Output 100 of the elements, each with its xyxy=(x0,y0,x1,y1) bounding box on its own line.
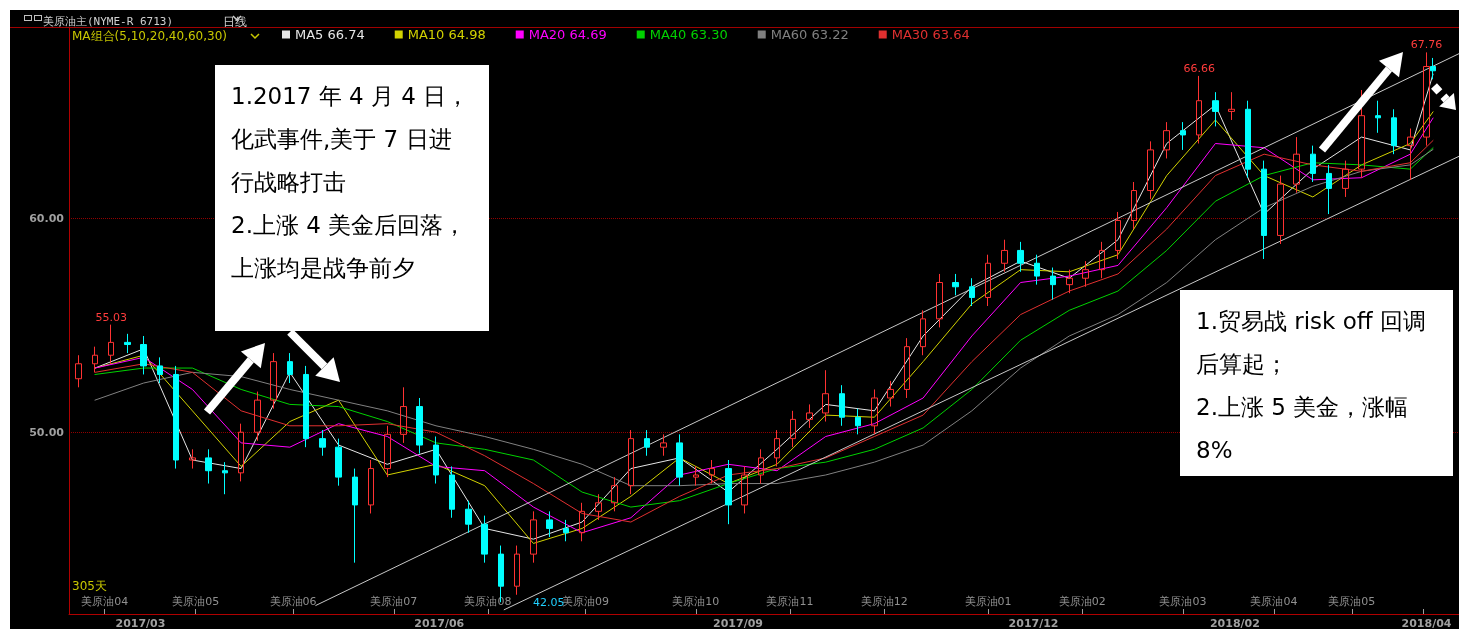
candlestick xyxy=(936,273,943,328)
x-tick-label: 2017/06 xyxy=(414,617,465,629)
candlestick xyxy=(790,410,796,448)
x2-tick-label: 美原油11 xyxy=(766,595,814,608)
candlestick xyxy=(693,465,699,487)
candlestick xyxy=(368,459,374,514)
candlestick xyxy=(287,352,293,384)
legend-label: MA30 63.64 xyxy=(891,27,970,42)
x2-tick-label: 美原油10 xyxy=(672,595,720,608)
candlestick xyxy=(124,333,131,354)
annotation: MA组合(5,10,20,40,60,30) xyxy=(72,28,227,45)
candlestick xyxy=(774,429,780,467)
candlestick xyxy=(319,429,326,457)
candlestick xyxy=(108,324,114,365)
legend-label: MA10 64.98 xyxy=(407,27,486,42)
candlestick xyxy=(904,337,910,399)
chart-subtitle: 日线 xyxy=(223,15,247,29)
legend-label: MA20 64.69 xyxy=(528,27,607,42)
candlestick xyxy=(173,365,179,470)
x-tick-label: 2017/03 xyxy=(115,617,166,629)
candlestick xyxy=(238,423,244,482)
candlestick xyxy=(1310,145,1316,183)
x-tick-label: 2018/02 xyxy=(1209,617,1260,629)
candlestick xyxy=(1082,260,1089,288)
candlestick xyxy=(352,468,358,564)
candlestick xyxy=(1430,57,1436,80)
candlestick xyxy=(969,277,975,307)
x2-tick-label: 美原油04 xyxy=(81,595,129,608)
text-box: 1.2017 年 4 月 4 日，化武事件,美于 7 日进行战略打击 2.上涨 4 美金后回落，上涨均是战争前夕 xyxy=(215,65,489,331)
candlestick xyxy=(1326,164,1332,215)
x2-tick-label: 美原油08 xyxy=(464,595,512,608)
candlestick xyxy=(514,545,520,596)
x-tick-label: 2017/09 xyxy=(713,617,763,629)
candlestick xyxy=(384,425,391,478)
candlestick xyxy=(546,510,553,538)
candlestick xyxy=(839,384,845,427)
legend-label: MA40 63.30 xyxy=(649,27,728,42)
x2-tick-label: 美原油07 xyxy=(370,595,418,608)
candlestick xyxy=(303,365,309,448)
candlestick xyxy=(140,335,147,375)
candlestick xyxy=(709,459,715,485)
candlestick xyxy=(1358,89,1365,179)
candlestick xyxy=(595,493,602,521)
candlestick xyxy=(400,386,407,444)
candlestick xyxy=(1196,75,1202,144)
candlestick xyxy=(1228,91,1235,121)
candlestick xyxy=(660,433,667,457)
candlestick xyxy=(887,380,894,408)
x2-tick-label: 美原油06 xyxy=(269,595,317,608)
candlestick xyxy=(465,500,472,534)
candlestick xyxy=(449,465,455,519)
candlestick xyxy=(1293,136,1300,194)
candlestick xyxy=(806,403,813,429)
candlestick xyxy=(222,461,228,495)
x2-tick-label: 美原油02 xyxy=(1058,595,1106,608)
y-tick-label: 50.00 xyxy=(29,425,65,439)
annotation: 66.66 xyxy=(1183,61,1215,75)
chart-title: 美原油主(NYME-R 6713) xyxy=(43,15,174,28)
candlestick xyxy=(985,254,991,307)
candlestick xyxy=(644,429,650,457)
candlestick xyxy=(611,476,618,512)
candlestick xyxy=(1391,108,1397,155)
candlestick xyxy=(871,388,878,435)
x2-tick-label: 美原油12 xyxy=(860,595,908,608)
candlestick xyxy=(1180,121,1186,151)
candlestick xyxy=(254,391,261,442)
candlestick xyxy=(1342,160,1349,198)
candlestick xyxy=(1212,91,1219,127)
candlestick xyxy=(1261,160,1267,260)
candlestick xyxy=(822,369,829,423)
candlestick xyxy=(725,459,732,525)
candlestick xyxy=(1163,121,1170,159)
x-tick-label: 2017/12 xyxy=(1008,617,1059,629)
x2-tick-label: 美原油05 xyxy=(172,595,220,608)
candlestick xyxy=(335,438,342,487)
candlestick xyxy=(416,397,423,455)
candlestick xyxy=(1099,241,1105,279)
candlestick xyxy=(741,465,748,514)
candlestick xyxy=(1131,181,1137,230)
candlestick xyxy=(1423,51,1430,147)
candlestick xyxy=(676,433,683,487)
candlestick xyxy=(855,408,861,435)
candlestick xyxy=(205,448,212,485)
candlestick xyxy=(481,515,488,564)
candlestick xyxy=(758,448,764,485)
text-box: 1.贸易战 risk off 回调后算起； 2.上涨 5 美金，涨幅 8% xyxy=(1180,290,1453,476)
candlestick xyxy=(75,354,82,388)
candlestick xyxy=(1017,241,1024,273)
candlestick xyxy=(92,346,98,373)
candlestick xyxy=(433,435,439,485)
candlestick xyxy=(157,356,163,384)
x2-tick-label: 美原油05 xyxy=(1328,595,1376,608)
x2-tick-label: 美原油04 xyxy=(1250,595,1298,608)
candlestick xyxy=(920,309,926,356)
y-tick-label: 60.00 xyxy=(29,211,65,225)
candlestick xyxy=(1115,211,1121,260)
candlestick xyxy=(628,429,634,495)
candlestick xyxy=(1147,140,1154,200)
candlestick xyxy=(1001,239,1008,273)
candlestick xyxy=(1277,175,1284,245)
